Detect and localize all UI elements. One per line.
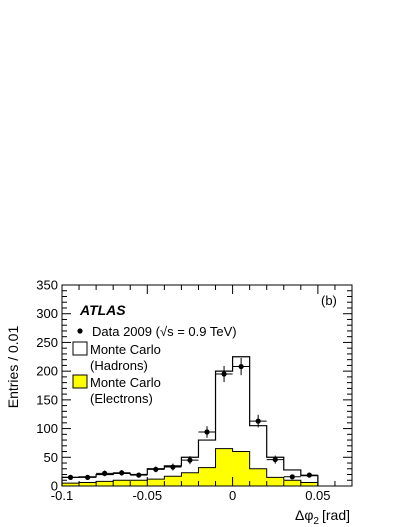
atlas-label: ATLAS	[79, 302, 126, 318]
electron-bar	[62, 483, 80, 486]
electron-bar	[300, 482, 318, 486]
electron-bar	[79, 482, 97, 486]
x-axis-title: Δφ2 [rad]	[295, 507, 350, 527]
electron-bar	[147, 479, 165, 486]
x-tick-label: -0.1	[51, 488, 73, 503]
data-point	[238, 363, 244, 370]
data-point	[187, 457, 193, 463]
axis-ticks	[61, 284, 353, 487]
legend-hadrons-swatch	[72, 341, 88, 356]
data-point	[102, 470, 108, 476]
electron-bar	[215, 448, 233, 486]
data-point	[119, 470, 125, 476]
data-point	[306, 472, 312, 478]
electron-bar	[232, 451, 250, 486]
electron-bar	[283, 480, 301, 486]
y-tick-label: 150	[36, 392, 58, 407]
data-point	[153, 466, 159, 472]
x-tick-label: 0.05	[305, 488, 330, 503]
electron-bar	[266, 477, 284, 486]
y-axis-title: Entries / 0.01	[5, 326, 21, 409]
legend-data-marker	[77, 328, 83, 334]
x-tick-label: 0	[229, 488, 236, 503]
electron-bar	[130, 480, 148, 486]
electron-bar	[181, 472, 199, 486]
legend-electrons-label-1: Monte Carlo	[90, 375, 161, 390]
data-point	[170, 464, 176, 470]
y-tick-label: 200	[36, 364, 58, 379]
electron-bar	[249, 468, 267, 486]
data-point	[289, 474, 295, 480]
sqrt-symbol: √	[160, 324, 168, 339]
data-point	[255, 418, 261, 424]
data-point	[84, 474, 91, 480]
electron-bar	[113, 480, 131, 486]
legend-hadrons-label-1: Monte Carlo	[90, 342, 161, 357]
legend-electrons-label-2: (Electrons)	[90, 391, 153, 406]
y-tick-label: 50	[44, 450, 58, 465]
data-point	[221, 371, 227, 377]
electron-bar	[164, 476, 182, 486]
y-tick-label: 250	[36, 335, 58, 350]
panel-label: (b)	[321, 293, 337, 308]
legend-data-label: Data 2009 (√s = 0.9 TeV)	[92, 324, 237, 339]
y-tick-label: 0	[51, 479, 58, 494]
electron-histogram	[61, 448, 319, 486]
legend-electrons-swatch	[72, 374, 88, 389]
x-tick-label: -0.05	[132, 488, 162, 503]
data-point	[136, 472, 142, 478]
data-point	[67, 474, 74, 480]
data-point	[204, 429, 210, 435]
legend-hadrons-label-2: (Hadrons)	[90, 358, 148, 373]
data-point	[272, 456, 278, 463]
plot-frame	[61, 284, 353, 487]
y-tick-label: 350	[36, 278, 58, 293]
electron-bar	[96, 481, 114, 486]
y-tick-label: 300	[36, 306, 58, 321]
y-tick-label: 100	[36, 421, 58, 436]
axis-tick-labels: -0.1 -0.05 0 0.05 0 50 100 150 200 250 300 350	[36, 278, 330, 504]
electron-bar	[198, 467, 216, 486]
data-points	[62, 357, 318, 480]
x-axis-subscript: 2	[313, 516, 319, 527]
